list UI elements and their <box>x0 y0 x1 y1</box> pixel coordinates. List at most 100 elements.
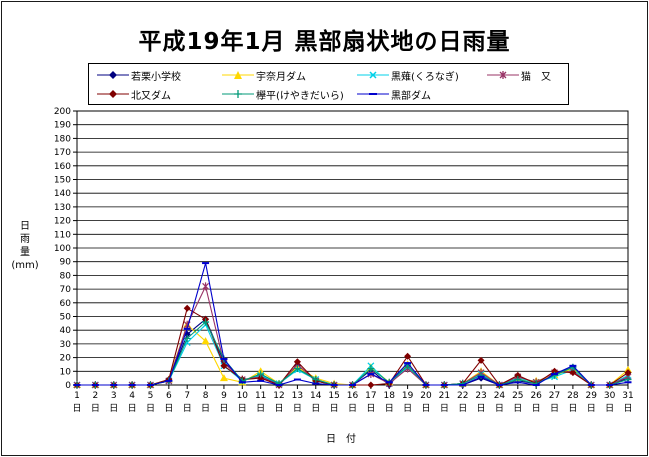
x-tick-suffix-17: 日 <box>366 403 375 414</box>
point-s7-d22 <box>459 384 467 386</box>
y-tick-label-200: 200 <box>54 107 71 117</box>
point-s7-d8 <box>202 262 210 265</box>
x-tick-suffix-23: 日 <box>477 403 486 414</box>
point-s7-d25 <box>514 381 522 384</box>
x-tick-label-1: 1 <box>74 391 80 401</box>
point-s7-d10 <box>238 381 246 384</box>
legend-marker-6 <box>222 90 254 98</box>
point-s7-d17 <box>367 373 375 376</box>
legend-label-7: 黒部ダム <box>391 91 431 102</box>
point-s5-d28 <box>569 369 577 377</box>
x-tick-suffix-11: 日 <box>256 403 265 414</box>
x-tick-suffix-26: 日 <box>532 403 541 414</box>
x-tick-suffix-2: 日 <box>91 403 100 414</box>
y-tick-label-110: 110 <box>54 230 71 240</box>
point-s7-d31 <box>624 381 632 384</box>
point-s2-d8 <box>201 337 210 345</box>
x-tick-label-2: 2 <box>92 391 98 401</box>
y-tick-label-130: 130 <box>54 203 71 213</box>
series-line-5 <box>77 307 629 386</box>
x-tick-label-23: 23 <box>475 391 486 401</box>
point-s6-d8 <box>202 318 210 326</box>
x-tick-label-12: 12 <box>273 391 284 401</box>
legend-label-2: 宇奈月ダム <box>256 72 306 83</box>
y-tick-label-90: 90 <box>60 258 72 268</box>
x-tick-label-22: 22 <box>457 391 468 401</box>
x-tick-label-19: 19 <box>402 391 414 401</box>
series-line-3 <box>77 323 629 386</box>
y-tick-label-60: 60 <box>60 299 72 309</box>
x-tick-label-7: 7 <box>184 391 190 401</box>
x-tick-suffix-9: 日 <box>219 403 228 414</box>
x-tick-suffix-5: 日 <box>146 403 155 414</box>
x-tick-label-18: 18 <box>384 391 396 401</box>
x-tick-suffix-25: 日 <box>513 403 522 414</box>
y-tick-label-160: 160 <box>54 162 71 172</box>
x-tick-suffix-24: 日 <box>495 403 504 414</box>
x-tick-suffix-4: 日 <box>128 403 137 414</box>
x-tick-suffix-28: 日 <box>568 403 577 414</box>
x-tick-label-3: 3 <box>111 391 117 401</box>
x-tick-label-11: 11 <box>255 391 266 401</box>
point-s6-d11 <box>257 370 265 378</box>
legend-label-4: 猫 又 <box>521 72 551 83</box>
legend-marker-2 <box>222 71 254 79</box>
x-tick-label-9: 9 <box>221 391 227 401</box>
legend: 若栗小学校 宇奈月ダム 黒薙(くろなぎ) 猫 又 北又ダム 欅平(けやきだいら)… <box>88 63 569 105</box>
point-s5-d25 <box>514 371 522 379</box>
point-s7-d14 <box>312 382 320 385</box>
point-s7-d13 <box>293 378 301 381</box>
point-s7-d9 <box>220 357 228 360</box>
x-tick-label-4: 4 <box>129 391 135 401</box>
y-tick-label-190: 190 <box>54 121 71 131</box>
series-line-4 <box>77 284 629 386</box>
x-tick-suffix-1: 日 <box>72 403 81 414</box>
x-tick-label-14: 14 <box>310 391 322 401</box>
x-tick-label-15: 15 <box>328 391 339 401</box>
y-tick-label-140: 140 <box>54 189 71 199</box>
point-s7-d28 <box>569 364 577 367</box>
y-tick-label-50: 50 <box>60 313 72 323</box>
point-s7-d30 <box>606 384 614 386</box>
series-line-6 <box>77 321 629 386</box>
x-tick-suffix-29: 日 <box>587 403 596 414</box>
point-s7-d2 <box>91 384 99 386</box>
legend-label-1: 若栗小学校 <box>131 72 181 83</box>
x-tick-suffix-22: 日 <box>458 403 467 414</box>
series-line-7 <box>77 262 629 386</box>
point-s5-d19 <box>404 352 412 360</box>
point-s7-d27 <box>551 373 559 376</box>
y-tick-label-170: 170 <box>54 148 71 158</box>
x-tick-suffix-15: 日 <box>330 403 339 414</box>
point-s7-d21 <box>440 384 448 386</box>
legend-label-6: 欅平(けやきだいら) <box>256 91 344 102</box>
point-s7-d1 <box>73 384 81 386</box>
legend-marker-5 <box>97 90 129 98</box>
legend-marker-1 <box>97 71 129 79</box>
x-tick-label-21: 21 <box>439 391 450 401</box>
y-tick-label-80: 80 <box>60 271 72 281</box>
legend-label-3: 黒薙(くろなぎ) <box>391 72 459 83</box>
y-tick-label-100: 100 <box>54 244 71 254</box>
point-s4-d8 <box>202 282 209 291</box>
point-s7-d16 <box>349 384 356 386</box>
x-tick-suffix-16: 日 <box>348 403 357 414</box>
point-s7-d26 <box>532 384 540 386</box>
point-s7-d12 <box>275 384 283 386</box>
x-tick-suffix-30: 日 <box>605 403 614 414</box>
y-tick-label-70: 70 <box>60 285 72 295</box>
point-s6-d13 <box>293 365 301 373</box>
x-tick-suffix-10: 日 <box>238 403 247 414</box>
x-tick-label-26: 26 <box>530 391 542 401</box>
y-tick-label-0: 0 <box>65 381 71 391</box>
y-tick-label-150: 150 <box>54 176 71 186</box>
point-s7-d18 <box>385 381 393 384</box>
x-tick-label-6: 6 <box>166 391 172 401</box>
point-s6-d14 <box>312 376 320 384</box>
x-tick-label-24: 24 <box>494 391 506 401</box>
x-tick-suffix-14: 日 <box>311 403 320 414</box>
x-tick-label-31: 31 <box>622 391 633 401</box>
x-tick-label-30: 30 <box>604 391 616 401</box>
point-s7-d3 <box>110 384 118 386</box>
x-tick-label-5: 5 <box>148 391 154 401</box>
